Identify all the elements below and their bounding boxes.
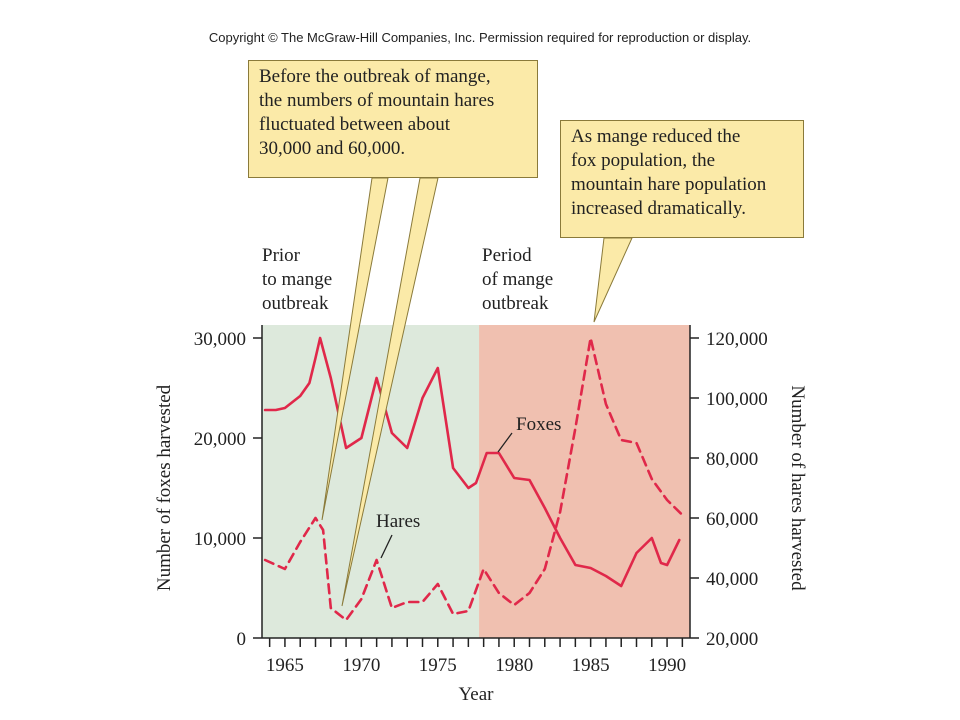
y-axis-label: Number of foxes harvested [154,384,175,591]
hares-series-label: Hares [376,511,420,532]
period-label-prior: Prior to mange outbreak [262,245,333,314]
series-line-hares [263,336,684,622]
x-tick-label: 1990 [648,655,686,676]
foxes-label-leader [497,432,513,453]
x-tick-label: 1975 [419,655,457,676]
callout-left-pointer-2 [341,177,439,607]
x-tick-label: 1980 [495,655,533,676]
copyright-notice: Copyright © The McGraw-Hill Companies, I… [208,30,752,45]
callout-before-outbreak: Before the outbreak of mange, the number… [248,60,538,178]
foxes-series-label: Foxes [516,414,561,435]
x-tick-label: 1985 [572,655,610,676]
x-tick-label: 1965 [266,655,304,676]
x-tick-label: 1970 [342,655,380,676]
band-prior-to-mange [262,325,480,638]
hares-label-leader [380,534,393,559]
y-tick-label: 30,000 [194,329,246,350]
callout-left-pointer-1 [321,177,389,521]
y2-tick-label: 80,000 [706,449,758,470]
callout-mange-effect: As mange reduced the fox population, the… [560,120,804,238]
y2-tick-label: 100,000 [706,389,768,410]
x-axis-label: Year [458,684,494,705]
period-label-outbreak: Period of mange outbreak [482,245,554,314]
y2-tick-label: 40,000 [706,569,758,590]
callout-right-pointer [593,237,633,323]
y-tick-label: 0 [237,629,247,650]
y2-tick-label: 60,000 [706,509,758,530]
y-tick-label: 20,000 [194,429,246,450]
y2-axis-label: Number of hares harvested [787,385,808,591]
y2-tick-label: 20,000 [706,629,758,650]
y2-tick-label: 120,000 [706,329,768,350]
y-tick-label: 10,000 [194,529,246,550]
series-line-foxes [263,336,681,588]
